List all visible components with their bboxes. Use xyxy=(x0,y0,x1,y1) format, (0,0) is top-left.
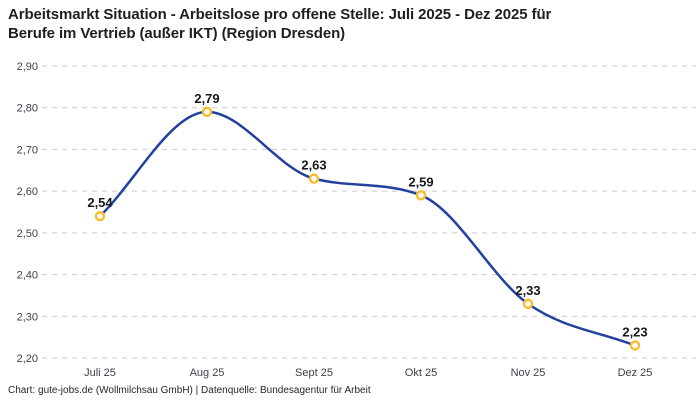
x-axis-tick-label: Okt 25 xyxy=(405,367,437,379)
y-axis-tick-label: 2,60 xyxy=(17,186,38,198)
chart-credit: Chart: gute-jobs.de (Wollmilchsau GmbH) … xyxy=(8,385,371,396)
x-axis-tick-label: Dez 25 xyxy=(618,367,653,379)
data-point-label: 2,54 xyxy=(87,195,113,210)
x-axis-tick-label: Juli 25 xyxy=(84,367,116,379)
data-point-label: 2,59 xyxy=(408,174,433,189)
y-axis-tick-label: 2,20 xyxy=(17,353,38,365)
chart-title: Arbeitsmarkt Situation - Arbeitslose pro… xyxy=(8,6,552,42)
x-axis-tick-label: Aug 25 xyxy=(190,367,225,379)
y-axis-tick-label: 2,90 xyxy=(17,61,38,73)
line-chart: 2,20 2,30 2,40 2,50 2,60 2,70 2,80 2,90 Juli 25 A… xyxy=(0,55,700,382)
data-point-label: 2,33 xyxy=(515,283,540,298)
data-point-marker xyxy=(415,190,427,201)
data-point-marker xyxy=(629,340,641,351)
data-point-label: 2,63 xyxy=(301,158,326,173)
x-axis-tick-label: Sept 25 xyxy=(295,367,333,379)
line-chart-canvas: 2,20 2,30 2,40 2,50 2,60 2,70 2,80 2,90 Juli 25 A… xyxy=(17,61,696,379)
data-point-label: 2,79 xyxy=(194,91,219,106)
data-line xyxy=(98,110,637,347)
data-point-marker xyxy=(308,173,320,184)
y-axis-tick-label: 2,40 xyxy=(17,270,38,282)
y-axis-tick-label: 2,80 xyxy=(17,103,38,115)
y-axis-tick-label: 2,70 xyxy=(17,144,38,156)
data-point-marker xyxy=(201,106,213,118)
y-axis-tick-label: 2,30 xyxy=(17,311,38,323)
y-axis-tick-label: 2,50 xyxy=(17,228,38,240)
x-axis-tick-label: Nov 25 xyxy=(511,367,546,379)
data-point-label: 2,23 xyxy=(622,324,647,339)
data-point-marker xyxy=(522,298,534,309)
data-point-marker xyxy=(94,210,106,222)
